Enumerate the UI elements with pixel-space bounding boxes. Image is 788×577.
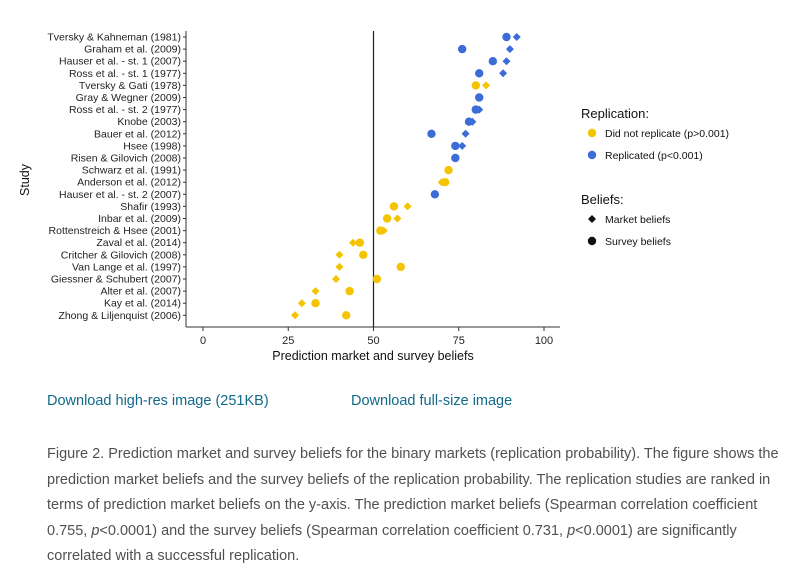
caption-text-3: <0.0001) are significantly correlated wi… bbox=[47, 522, 737, 565]
legend-survey-label: Survey beliefs bbox=[605, 236, 671, 248]
study-label: Alter et al. (2007) bbox=[100, 286, 181, 298]
market-belief-marker bbox=[349, 238, 358, 247]
legend-survey-circle-icon bbox=[587, 236, 597, 246]
survey-belief-marker bbox=[427, 129, 436, 138]
x-axis-ticks: 0 25 50 75 100 bbox=[200, 327, 553, 347]
study-label: Zhong & Liljenquist (2006) bbox=[58, 310, 181, 322]
survey-belief-marker bbox=[471, 105, 480, 114]
survey-belief-marker bbox=[471, 81, 480, 90]
study-label: Risen & Gilovich (2008) bbox=[71, 153, 181, 165]
survey-belief-marker bbox=[475, 69, 484, 78]
market-belief-marker bbox=[502, 57, 511, 66]
market-belief-marker bbox=[335, 262, 344, 271]
study-label: Hsee (1998) bbox=[123, 140, 181, 152]
survey-belief-marker bbox=[342, 311, 351, 320]
study-label: Zaval et al. (2014) bbox=[96, 237, 181, 249]
download-high-res-link[interactable]: Download high-res image (251KB) bbox=[47, 393, 269, 409]
survey-belief-marker bbox=[389, 202, 399, 211]
market-belief-marker bbox=[297, 299, 306, 308]
y-axis-title: Study bbox=[18, 163, 32, 196]
legend-not-replicated-swatch bbox=[587, 128, 597, 138]
survey-belief-marker bbox=[475, 93, 484, 102]
survey-belief-marker bbox=[488, 57, 498, 66]
market-belief-marker bbox=[335, 250, 344, 259]
study-label: Tversky & Gati (1978) bbox=[79, 80, 181, 92]
survey-belief-marker bbox=[464, 117, 474, 126]
study-label: Kay et al. (2014) bbox=[104, 298, 181, 310]
study-label: Hauser et al. - st. 2 (2007) bbox=[59, 189, 181, 201]
market-belief-marker bbox=[461, 129, 470, 138]
market-belief-marker bbox=[403, 202, 412, 211]
survey-belief-marker bbox=[345, 286, 354, 296]
study-label: Van Lange et al. (1997) bbox=[72, 261, 181, 273]
data-markers bbox=[291, 32, 521, 320]
survey-belief-marker bbox=[440, 178, 450, 187]
caption-text-2: <0.0001) and the survey beliefs (Spearma… bbox=[99, 522, 568, 539]
survey-belief-marker bbox=[355, 238, 365, 247]
study-label: Inbar et al. (2009) bbox=[98, 213, 181, 225]
study-labels: Tversky & Kahneman (1981)Graham et al. (… bbox=[47, 32, 186, 322]
study-label: Hauser et al. - st. 1 (2007) bbox=[59, 56, 181, 68]
market-belief-marker bbox=[393, 214, 402, 223]
x-tick-label: 50 bbox=[367, 335, 379, 347]
study-label: Critcher & Gilovich (2008) bbox=[61, 249, 181, 261]
caption-p-2: p bbox=[567, 522, 576, 539]
legend-replicated-label: Replicated (p<0.001) bbox=[605, 150, 703, 162]
replication-beliefs-chart: Tversky & Kahneman (1981)Graham et al. (… bbox=[18, 31, 729, 363]
study-label: Tversky & Kahneman (1981) bbox=[47, 32, 181, 44]
market-belief-marker bbox=[505, 45, 514, 54]
figure-caption: Figure 2. Prediction market and survey b… bbox=[47, 442, 782, 570]
download-full-size-link[interactable]: Download full-size image bbox=[351, 393, 513, 409]
x-tick-label: 100 bbox=[535, 335, 553, 347]
study-label: Bauer et al. (2012) bbox=[94, 128, 181, 140]
legend-market-diamond-icon bbox=[588, 215, 596, 223]
x-tick-label: 75 bbox=[453, 335, 465, 347]
x-tick-label: 25 bbox=[282, 335, 294, 347]
survey-belief-marker bbox=[457, 44, 467, 54]
survey-belief-marker bbox=[396, 262, 405, 272]
survey-belief-marker bbox=[372, 274, 382, 284]
study-label: Graham et al. (2009) bbox=[84, 44, 181, 56]
legend-beliefs-title: Beliefs: bbox=[581, 192, 624, 207]
study-label: Anderson et al. (2012) bbox=[77, 177, 181, 189]
survey-belief-marker bbox=[382, 214, 392, 223]
x-axis-title: Prediction market and survey beliefs bbox=[272, 349, 473, 363]
survey-belief-marker bbox=[430, 190, 440, 199]
study-label: Ross et al. - st. 1 (1977) bbox=[69, 68, 181, 80]
study-label: Schwarz et al. (1991) bbox=[82, 165, 181, 177]
survey-belief-marker bbox=[502, 32, 511, 42]
market-belief-marker bbox=[512, 33, 521, 41]
survey-belief-marker bbox=[444, 165, 453, 175]
market-belief-marker bbox=[482, 81, 491, 90]
market-belief-marker bbox=[311, 287, 320, 296]
caption-text-1: Figure 2. Prediction market and survey b… bbox=[47, 446, 779, 539]
study-label: Giessner & Schubert (2007) bbox=[51, 274, 181, 286]
caption-p-1: p bbox=[91, 522, 100, 539]
survey-belief-marker bbox=[451, 141, 460, 151]
study-label: Ross et al. - st. 2 (1977) bbox=[69, 104, 181, 116]
legend-replicated-swatch bbox=[587, 150, 597, 160]
market-belief-marker bbox=[291, 311, 300, 320]
legend-market-label: Market beliefs bbox=[605, 214, 670, 226]
survey-belief-marker bbox=[451, 153, 460, 163]
market-belief-marker bbox=[499, 69, 508, 78]
survey-belief-marker bbox=[376, 226, 385, 235]
survey-belief-marker bbox=[359, 250, 368, 259]
study-label: Rottenstreich & Hsee (2001) bbox=[49, 225, 181, 237]
study-label: Shafir (1993) bbox=[120, 201, 181, 213]
study-label: Knobe (2003) bbox=[117, 116, 181, 128]
legend: Replication: Did not replicate (p>0.001)… bbox=[581, 106, 729, 248]
x-tick-label: 0 bbox=[200, 335, 206, 347]
legend-not-replicated-label: Did not replicate (p>0.001) bbox=[605, 128, 729, 140]
study-label: Gray & Wegner (2009) bbox=[76, 92, 181, 104]
survey-belief-marker bbox=[311, 299, 320, 308]
legend-replication-title: Replication: bbox=[581, 106, 649, 121]
market-belief-marker bbox=[331, 275, 340, 283]
market-belief-marker bbox=[458, 141, 467, 150]
